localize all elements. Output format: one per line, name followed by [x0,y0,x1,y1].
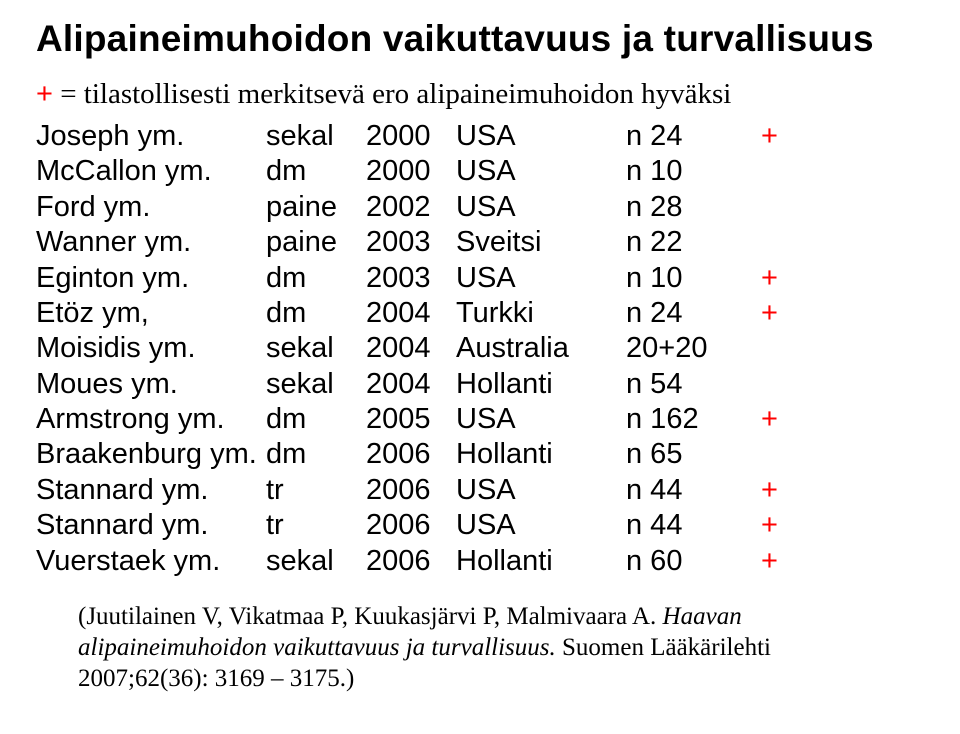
table-row: Braakenburg ym.dm2006Hollantin 65 [36,437,924,472]
cell-country: USA [456,119,626,154]
cell-type: dm [266,437,366,472]
cell-year: 2006 [366,437,456,472]
cell-author: McCallon ym. [36,154,266,189]
citation: (Juutilainen V, Vikatmaa P, Kuukasjärvi … [36,601,924,695]
cell-type: tr [266,508,366,543]
cell-type: paine [266,190,366,225]
cell-type: dm [266,261,366,296]
cell-n: n 22 [626,225,761,260]
cell-year: 2005 [366,402,456,437]
cell-author: Etöz ym, [36,296,266,331]
cell-n: n 44 [626,473,761,508]
cell-type: dm [266,402,366,437]
cell-n: n 28 [626,190,761,225]
legend-text: = tilastollisesti merkitsevä ero alipain… [53,78,731,110]
cell-type: tr [266,473,366,508]
cell-type: sekal [266,119,366,154]
cell-year: 2006 [366,508,456,543]
cell-year: 2003 [366,225,456,260]
study-table: Joseph ym.sekal2000USAn 24+McCallon ym.d… [36,119,924,579]
cell-n: n 162 [626,402,761,437]
cell-author: Moues ym. [36,367,266,402]
cell-type: dm [266,154,366,189]
cell-author: Ford ym. [36,190,266,225]
table-row: Vuerstaek ym.sekal2006Hollantin 60+ [36,544,924,579]
cell-n: n 24 [626,296,761,331]
table-row: Wanner ym.paine2003Sveitsin 22 [36,225,924,260]
cell-type: dm [266,296,366,331]
cell-type: paine [266,225,366,260]
cell-author: Joseph ym. [36,119,266,154]
cell-country: Hollanti [456,367,626,402]
table-row: Ford ym.paine2002USAn 28 [36,190,924,225]
table-row: Armstrong ym.dm2005USAn 162+ [36,402,924,437]
cell-country: USA [456,473,626,508]
cell-n: n 10 [626,154,761,189]
cell-author: Armstrong ym. [36,402,266,437]
cell-year: 2004 [366,367,456,402]
table-row: Moues ym.sekal2004Hollantin 54 [36,367,924,402]
cell-year: 2006 [366,544,456,579]
cell-country: Turkki [456,296,626,331]
cell-author: Stannard ym. [36,508,266,543]
cell-n: n 65 [626,437,761,472]
cell-country: USA [456,154,626,189]
cell-author: Braakenburg ym. [36,437,266,472]
cell-plus: + [761,296,801,331]
page-title: Alipaineimuhoidon vaikuttavuus ja turval… [36,18,924,60]
cell-country: Hollanti [456,437,626,472]
cell-country: USA [456,402,626,437]
cell-country: Hollanti [456,544,626,579]
cell-type: sekal [266,331,366,366]
cell-n: n 60 [626,544,761,579]
table-row: Stannard ym.tr2006USAn 44+ [36,473,924,508]
cell-n: 20+20 [626,331,761,366]
cell-country: USA [456,508,626,543]
cell-country: USA [456,261,626,296]
cell-author: Vuerstaek ym. [36,544,266,579]
cell-year: 2003 [366,261,456,296]
legend-line: + = tilastollisesti merkitsevä ero alipa… [36,78,924,111]
cell-author: Moisidis ym. [36,331,266,366]
cell-year: 2000 [366,154,456,189]
cell-n: n 24 [626,119,761,154]
cell-plus: + [761,402,801,437]
cell-plus: + [761,261,801,296]
cell-type: sekal [266,544,366,579]
table-row: Moisidis ym.sekal2004Australia20+20 [36,331,924,366]
cell-author: Wanner ym. [36,225,266,260]
cell-n: n 54 [626,367,761,402]
cell-plus: + [761,544,801,579]
cell-n: n 44 [626,508,761,543]
cell-plus: + [761,508,801,543]
table-row: Joseph ym.sekal2000USAn 24+ [36,119,924,154]
cell-year: 2006 [366,473,456,508]
cell-plus: + [761,473,801,508]
cell-year: 2004 [366,296,456,331]
legend-plus: + [36,78,53,110]
cell-country: Australia [456,331,626,366]
cell-country: USA [456,190,626,225]
cell-n: n 10 [626,261,761,296]
table-row: McCallon ym.dm2000USAn 10 [36,154,924,189]
cell-year: 2002 [366,190,456,225]
cell-type: sekal [266,367,366,402]
cell-plus: + [761,119,801,154]
cell-author: Stannard ym. [36,473,266,508]
cell-year: 2004 [366,331,456,366]
table-row: Stannard ym.tr2006USAn 44+ [36,508,924,543]
citation-prefix: (Juutilainen V, Vikatmaa P, Kuukasjärvi … [78,603,663,630]
cell-country: Sveitsi [456,225,626,260]
table-row: Eginton ym.dm2003USAn 10+ [36,261,924,296]
table-row: Etöz ym,dm2004Turkkin 24+ [36,296,924,331]
cell-author: Eginton ym. [36,261,266,296]
cell-year: 2000 [366,119,456,154]
document-page: Alipaineimuhoidon vaikuttavuus ja turval… [0,0,960,695]
